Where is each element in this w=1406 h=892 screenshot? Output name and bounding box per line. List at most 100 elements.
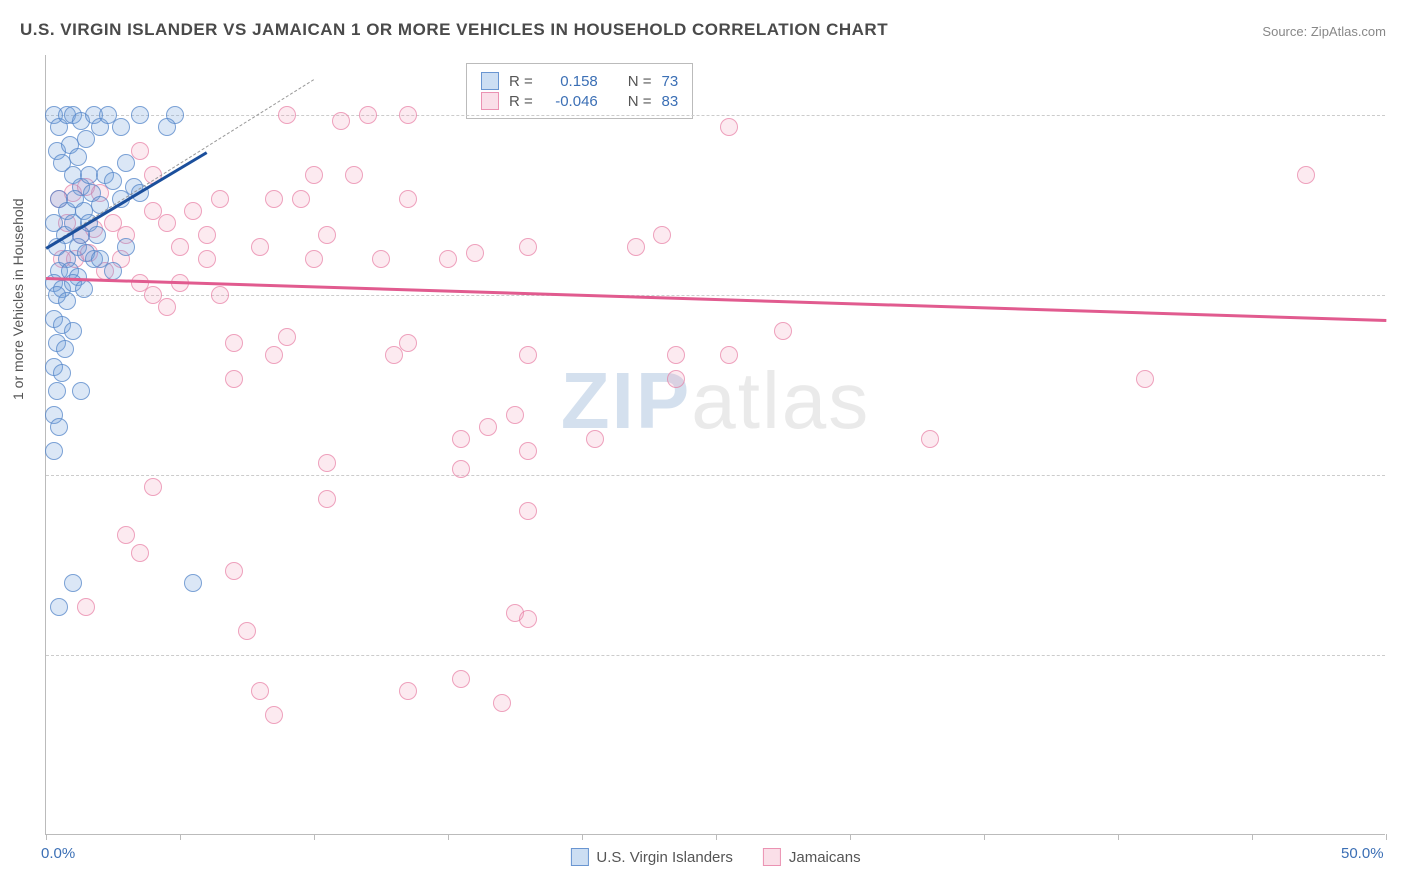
point-series-b bbox=[399, 106, 417, 124]
point-series-b bbox=[586, 430, 604, 448]
xtick bbox=[984, 834, 985, 840]
point-series-b bbox=[225, 334, 243, 352]
point-series-b bbox=[720, 118, 738, 136]
xtick bbox=[716, 834, 717, 840]
point-series-a bbox=[131, 106, 149, 124]
chart-plot-area: ZIPatlas R = 0.158 N = 73 R = -0.046 N =… bbox=[45, 55, 1385, 835]
point-series-a bbox=[50, 598, 68, 616]
point-series-b bbox=[452, 460, 470, 478]
point-series-a bbox=[184, 574, 202, 592]
point-series-b bbox=[117, 526, 135, 544]
point-series-b bbox=[506, 406, 524, 424]
point-series-b bbox=[198, 250, 216, 268]
point-series-b bbox=[77, 598, 95, 616]
gridline bbox=[46, 295, 1385, 296]
series-a-name: U.S. Virgin Islanders bbox=[596, 849, 732, 866]
point-series-b bbox=[399, 682, 417, 700]
point-series-b bbox=[225, 562, 243, 580]
swatch-series-b bbox=[481, 92, 499, 110]
point-series-b bbox=[265, 346, 283, 364]
point-series-b bbox=[251, 238, 269, 256]
point-series-b bbox=[211, 190, 229, 208]
point-series-b bbox=[158, 214, 176, 232]
xtick bbox=[1386, 834, 1387, 840]
point-series-b bbox=[627, 238, 645, 256]
xtick bbox=[850, 834, 851, 840]
point-series-b bbox=[519, 502, 537, 520]
xtick-label: 0.0% bbox=[41, 845, 75, 862]
y-axis-label: 1 or more Vehicles in Household bbox=[10, 198, 26, 400]
point-series-b bbox=[211, 286, 229, 304]
point-series-b bbox=[519, 610, 537, 628]
point-series-b bbox=[519, 238, 537, 256]
xtick bbox=[180, 834, 181, 840]
r-value-a: 0.158 bbox=[543, 73, 598, 90]
point-series-b bbox=[1297, 166, 1315, 184]
xtick bbox=[46, 834, 47, 840]
point-series-b bbox=[332, 112, 350, 130]
point-series-b bbox=[278, 328, 296, 346]
r-label-b: R = bbox=[509, 93, 533, 110]
point-series-b bbox=[519, 346, 537, 364]
point-series-a bbox=[104, 262, 122, 280]
point-series-b bbox=[493, 694, 511, 712]
point-series-b bbox=[399, 334, 417, 352]
point-series-b bbox=[238, 622, 256, 640]
point-series-b bbox=[278, 106, 296, 124]
n-value-b: 83 bbox=[662, 93, 679, 110]
point-series-a bbox=[104, 172, 122, 190]
point-series-b bbox=[318, 490, 336, 508]
point-series-b bbox=[265, 190, 283, 208]
point-series-b bbox=[184, 202, 202, 220]
point-series-b bbox=[667, 346, 685, 364]
source-label: Source: bbox=[1262, 24, 1307, 39]
point-series-b bbox=[372, 250, 390, 268]
point-series-b bbox=[198, 226, 216, 244]
point-series-a bbox=[117, 154, 135, 172]
point-series-b bbox=[318, 226, 336, 244]
point-series-a bbox=[64, 322, 82, 340]
point-series-b bbox=[305, 166, 323, 184]
point-series-b bbox=[921, 430, 939, 448]
watermark-zip: ZIP bbox=[561, 356, 691, 445]
n-label-a: N = bbox=[628, 73, 652, 90]
point-series-b bbox=[466, 244, 484, 262]
point-series-b bbox=[251, 682, 269, 700]
r-value-b: -0.046 bbox=[543, 93, 598, 110]
legend-item-a: U.S. Virgin Islanders bbox=[570, 848, 732, 866]
r-label-a: R = bbox=[509, 73, 533, 90]
point-series-b bbox=[144, 478, 162, 496]
point-series-b bbox=[667, 370, 685, 388]
point-series-b bbox=[452, 430, 470, 448]
point-series-b bbox=[359, 106, 377, 124]
bottom-legend: U.S. Virgin Islanders Jamaicans bbox=[570, 848, 860, 866]
trendline bbox=[46, 277, 1386, 321]
xtick bbox=[1118, 834, 1119, 840]
point-series-b bbox=[439, 250, 457, 268]
point-series-a bbox=[88, 226, 106, 244]
source-link[interactable]: ZipAtlas.com bbox=[1311, 24, 1386, 39]
xtick bbox=[314, 834, 315, 840]
point-series-a bbox=[58, 292, 76, 310]
point-series-a bbox=[64, 574, 82, 592]
point-series-b bbox=[1136, 370, 1154, 388]
point-series-b bbox=[653, 226, 671, 244]
point-series-b bbox=[305, 250, 323, 268]
xtick bbox=[448, 834, 449, 840]
n-value-a: 73 bbox=[662, 73, 679, 90]
swatch-series-a bbox=[481, 72, 499, 90]
series-b-name: Jamaicans bbox=[789, 849, 861, 866]
point-series-a bbox=[158, 118, 176, 136]
point-series-a bbox=[117, 238, 135, 256]
point-series-a bbox=[45, 442, 63, 460]
gridline bbox=[46, 475, 1385, 476]
point-series-a bbox=[53, 364, 71, 382]
legend-row-a: R = 0.158 N = 73 bbox=[481, 72, 678, 90]
point-series-b bbox=[519, 442, 537, 460]
point-series-b bbox=[318, 454, 336, 472]
stats-legend-box: R = 0.158 N = 73 R = -0.046 N = 83 bbox=[466, 63, 693, 119]
point-series-a bbox=[69, 148, 87, 166]
point-series-a bbox=[112, 118, 130, 136]
xtick bbox=[582, 834, 583, 840]
point-series-b bbox=[774, 322, 792, 340]
